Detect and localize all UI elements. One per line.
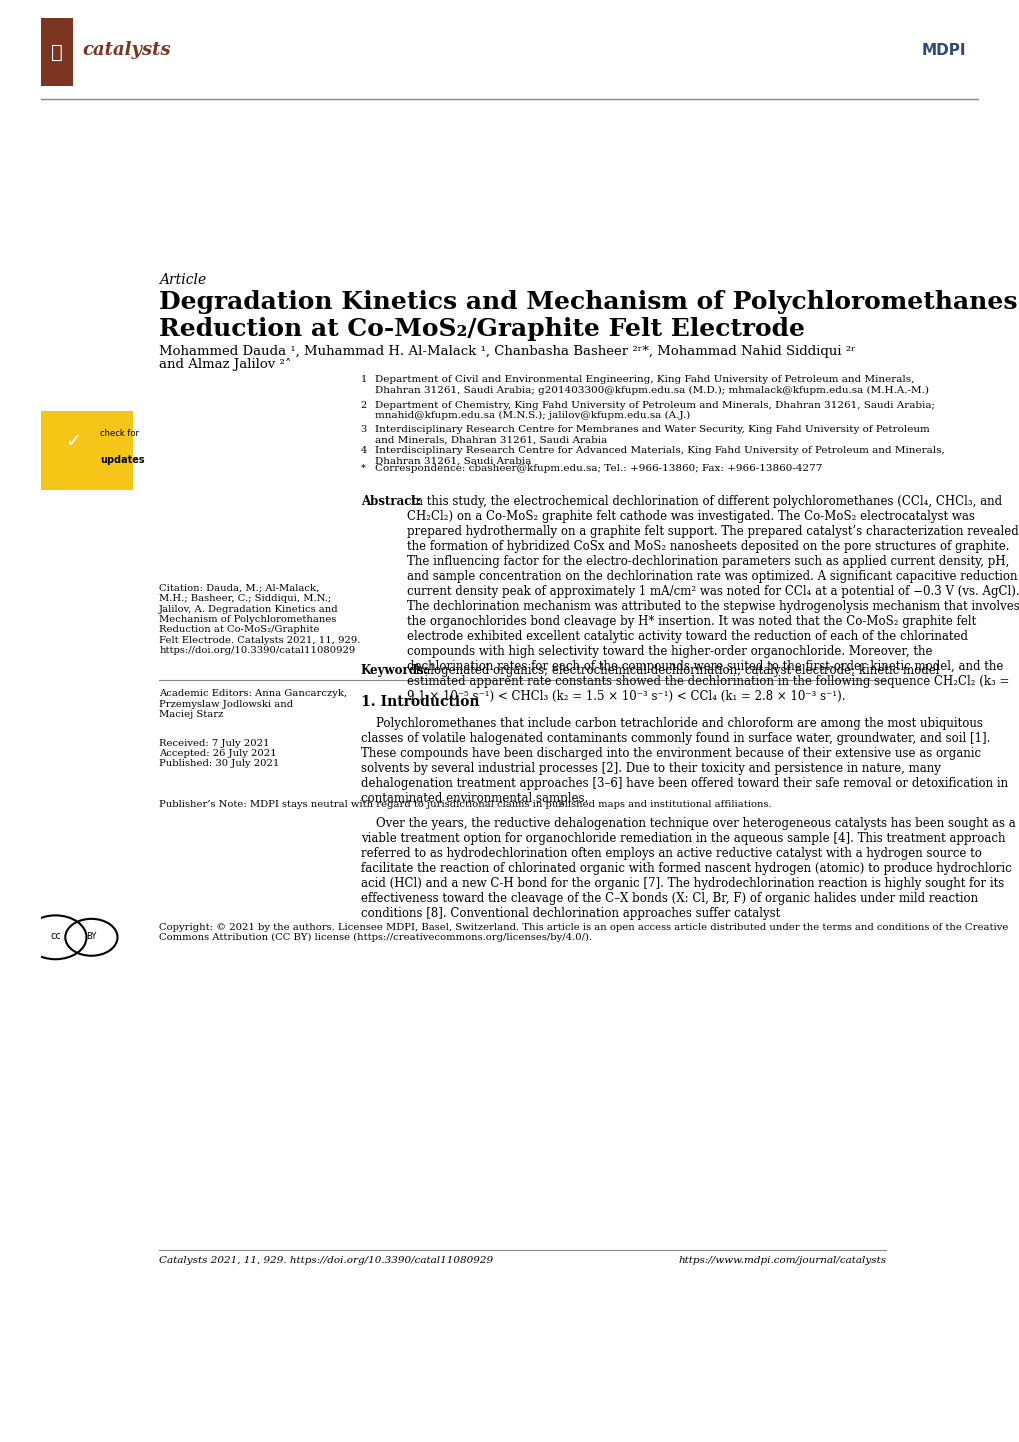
Text: Accepted: 26 July 2021: Accepted: 26 July 2021 bbox=[159, 750, 276, 758]
Text: catalysts: catalysts bbox=[83, 42, 170, 59]
Text: cc: cc bbox=[50, 932, 61, 942]
Text: Reduction at Co-MoS₂/Graphite Felt Electrode: Reduction at Co-MoS₂/Graphite Felt Elect… bbox=[159, 317, 804, 342]
Text: Catalysts 2021, 11, 929. https://doi.org/10.3390/catal11080929: Catalysts 2021, 11, 929. https://doi.org… bbox=[159, 1256, 493, 1265]
Text: In this study, the electrochemical dechlorination of different polychloromethane: In this study, the electrochemical dechl… bbox=[407, 495, 1018, 704]
Text: *: * bbox=[361, 464, 365, 473]
Text: Published: 30 July 2021: Published: 30 July 2021 bbox=[159, 760, 279, 769]
Text: and Almaz Jalilov ²˄: and Almaz Jalilov ²˄ bbox=[159, 359, 291, 372]
Text: halogenated organics; electrochemical dechlorination; catalyst electrode; kineti: halogenated organics; electrochemical de… bbox=[412, 663, 938, 676]
Text: Department of Civil and Environmental Engineering, King Fahd University of Petro: Department of Civil and Environmental En… bbox=[375, 375, 928, 395]
Text: MDPI: MDPI bbox=[920, 43, 965, 58]
Text: BY: BY bbox=[87, 932, 97, 940]
Text: Copyright: © 2021 by the authors. Licensee MDPI, Basel, Switzerland. This articl: Copyright: © 2021 by the authors. Licens… bbox=[159, 923, 1008, 942]
Text: Article: Article bbox=[159, 273, 206, 287]
Text: Interdisciplinary Research Centre for Advanced Materials, King Fahd University o: Interdisciplinary Research Centre for Ad… bbox=[375, 446, 944, 466]
Text: Keywords:: Keywords: bbox=[361, 663, 428, 676]
Text: updates: updates bbox=[101, 456, 145, 466]
Text: Citation: Dauda, M.; Al-Malack,
M.H.; Basheer, C.; Siddiqui, M.N.;
Jalilov, A. D: Citation: Dauda, M.; Al-Malack, M.H.; Ba… bbox=[159, 584, 360, 655]
Text: 4: 4 bbox=[361, 446, 367, 456]
Text: 1: 1 bbox=[361, 375, 367, 384]
Text: Department of Chemistry, King Fahd University of Petroleum and Minerals, Dhahran: Department of Chemistry, King Fahd Unive… bbox=[375, 401, 934, 420]
Text: ✓: ✓ bbox=[64, 431, 82, 450]
Text: Mohammed Dauda ¹, Muhammad H. Al-Malack ¹, Chanbasha Basheer ²ʳ*, Mohammad Nahid: Mohammed Dauda ¹, Muhammad H. Al-Malack … bbox=[159, 345, 855, 358]
FancyBboxPatch shape bbox=[37, 407, 138, 495]
Text: https://www.mdpi.com/journal/catalysts: https://www.mdpi.com/journal/catalysts bbox=[678, 1256, 886, 1265]
Text: 2: 2 bbox=[361, 401, 367, 410]
Text: Received: 7 July 2021: Received: 7 July 2021 bbox=[159, 740, 269, 748]
Text: Polychloromethanes that include carbon tetrachloride and chloroform are among th: Polychloromethanes that include carbon t… bbox=[361, 717, 1007, 805]
Text: Degradation Kinetics and Mechanism of Polychloromethanes: Degradation Kinetics and Mechanism of Po… bbox=[159, 290, 1017, 313]
Text: 3: 3 bbox=[361, 425, 367, 434]
Text: Over the years, the reductive dehalogenation technique over heterogeneous cataly: Over the years, the reductive dehalogena… bbox=[361, 818, 1015, 920]
Text: Abstract:: Abstract: bbox=[361, 495, 421, 508]
Text: check for: check for bbox=[101, 428, 140, 438]
Text: Correspondence: cbasheer@kfupm.edu.sa; Tel.: +966-13860; Fax: +966-13860-4277: Correspondence: cbasheer@kfupm.edu.sa; T… bbox=[375, 464, 821, 473]
FancyBboxPatch shape bbox=[41, 19, 73, 87]
Text: Academic Editors: Anna Gancarczyk,
Przemyslaw Jodlowski and
Maciej Starz: Academic Editors: Anna Gancarczyk, Przem… bbox=[159, 689, 346, 720]
Text: 1. Introduction: 1. Introduction bbox=[361, 695, 479, 709]
Text: Interdisciplinary Research Centre for Membranes and Water Security, King Fahd Un: Interdisciplinary Research Centre for Me… bbox=[375, 425, 928, 444]
Text: Publisher’s Note: MDPI stays neutral with regard to jurisdictional claims in pub: Publisher’s Note: MDPI stays neutral wit… bbox=[159, 800, 771, 809]
Text: ⫘: ⫘ bbox=[51, 43, 62, 62]
